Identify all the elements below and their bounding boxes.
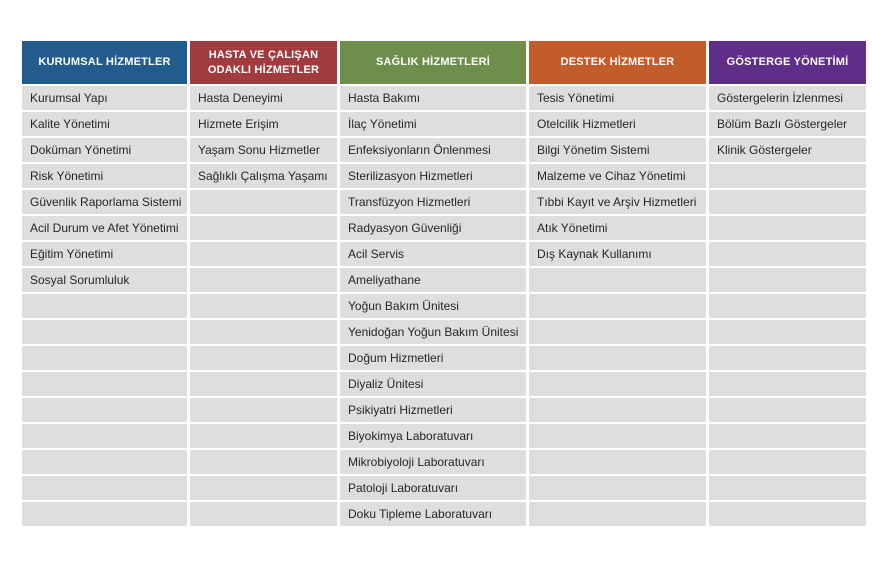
empty-cell <box>709 398 866 422</box>
service-cell: Sağlıklı Çalışma Yaşamı <box>190 164 337 188</box>
empty-cell <box>190 190 337 214</box>
empty-cell <box>709 190 866 214</box>
service-cell: Diyaliz Ünitesi <box>340 372 526 396</box>
service-cell: Klinik Göstergeler <box>709 138 866 162</box>
service-cell: Eğitim Yönetimi <box>22 242 187 266</box>
service-cell: Tıbbi Kayıt ve Arşiv Hizmetleri <box>529 190 706 214</box>
service-cell: Hizmete Erişim <box>190 112 337 136</box>
empty-cell <box>22 502 187 526</box>
service-cell: Yaşam Sonu Hizmetler <box>190 138 337 162</box>
service-cell: Kalite Yönetimi <box>22 112 187 136</box>
column-header-5: GÖSTERGE YÖNETİMİ <box>709 41 866 84</box>
empty-cell <box>190 398 337 422</box>
service-cell: Bölüm Bazlı Göstergeler <box>709 112 866 136</box>
empty-cell <box>190 450 337 474</box>
empty-cell <box>709 268 866 292</box>
service-cell: Hasta Bakımı <box>340 86 526 110</box>
empty-cell <box>22 424 187 448</box>
service-cell: Otelcilik Hizmetleri <box>529 112 706 136</box>
service-cell: Mikrobiyoloji Laboratuvarı <box>340 450 526 474</box>
empty-cell <box>190 294 337 318</box>
empty-cell <box>190 216 337 240</box>
empty-cell <box>22 346 187 370</box>
empty-cell <box>529 268 706 292</box>
service-cell: Radyasyon Güvenliği <box>340 216 526 240</box>
empty-cell <box>529 398 706 422</box>
empty-cell <box>22 450 187 474</box>
empty-cell <box>709 450 866 474</box>
service-cell: Biyokimya Laboratuvarı <box>340 424 526 448</box>
empty-cell <box>529 424 706 448</box>
service-cell: Kurumsal Yapı <box>22 86 187 110</box>
empty-cell <box>709 372 866 396</box>
service-cell: Acil Durum ve Afet Yönetimi <box>22 216 187 240</box>
empty-cell <box>709 294 866 318</box>
services-table: KURUMSAL HİZMETLER HASTA VE ÇALIŞAN ODAKL… <box>22 41 866 526</box>
service-cell: Acil Servis <box>340 242 526 266</box>
service-cell: Risk Yönetimi <box>22 164 187 188</box>
empty-cell <box>709 216 866 240</box>
service-cell: Doku Tipleme Laboratuvarı <box>340 502 526 526</box>
service-cell: İlaç Yönetimi <box>340 112 526 136</box>
column-header-1: KURUMSAL HİZMETLER <box>22 41 187 84</box>
service-cell: Doküman Yönetimi <box>22 138 187 162</box>
service-cell: Transfüzyon Hizmetleri <box>340 190 526 214</box>
empty-cell <box>529 346 706 370</box>
empty-cell <box>190 476 337 500</box>
service-cell: Sosyal Sorumluluk <box>22 268 187 292</box>
service-cell: Güvenlik Raporlama Sistemi <box>22 190 187 214</box>
service-cell: Enfeksiyonların Önlenmesi <box>340 138 526 162</box>
empty-cell <box>190 424 337 448</box>
service-cell: Hasta Deneyimi <box>190 86 337 110</box>
service-cell: Atık Yönetimi <box>529 216 706 240</box>
service-cell: Sterilizasyon Hizmetleri <box>340 164 526 188</box>
service-cell: Doğum Hizmetleri <box>340 346 526 370</box>
column-header-3: SAĞLIK HİZMETLERİ <box>340 41 526 84</box>
empty-cell <box>709 320 866 344</box>
empty-cell <box>22 294 187 318</box>
service-cell: Tesis Yönetimi <box>529 86 706 110</box>
service-cell: Patoloji Laboratuvarı <box>340 476 526 500</box>
empty-cell <box>22 476 187 500</box>
column-header-4: DESTEK HİZMETLER <box>529 41 706 84</box>
empty-cell <box>709 502 866 526</box>
empty-cell <box>529 476 706 500</box>
empty-cell <box>22 372 187 396</box>
empty-cell <box>22 398 187 422</box>
empty-cell <box>709 476 866 500</box>
service-cell: Dış Kaynak Kullanımı <box>529 242 706 266</box>
empty-cell <box>709 164 866 188</box>
empty-cell <box>709 424 866 448</box>
service-cell: Malzeme ve Cihaz Yönetimi <box>529 164 706 188</box>
service-cell: Bilgi Yönetim Sistemi <box>529 138 706 162</box>
empty-cell <box>529 450 706 474</box>
empty-cell <box>190 502 337 526</box>
empty-cell <box>709 242 866 266</box>
empty-cell <box>529 502 706 526</box>
column-header-2: HASTA VE ÇALIŞAN ODAKLI HİZMETLER <box>190 41 337 84</box>
service-cell: Yenidoğan Yoğun Bakım Ünitesi <box>340 320 526 344</box>
empty-cell <box>190 268 337 292</box>
empty-cell <box>529 320 706 344</box>
empty-cell <box>529 294 706 318</box>
empty-cell <box>529 372 706 396</box>
service-cell: Yoğun Bakım Ünitesi <box>340 294 526 318</box>
service-cell: Göstergelerin İzlenmesi <box>709 86 866 110</box>
empty-cell <box>190 372 337 396</box>
empty-cell <box>709 346 866 370</box>
empty-cell <box>22 320 187 344</box>
empty-cell <box>190 320 337 344</box>
service-cell: Psikiyatri Hizmetleri <box>340 398 526 422</box>
empty-cell <box>190 242 337 266</box>
service-cell: Ameliyathane <box>340 268 526 292</box>
empty-cell <box>190 346 337 370</box>
